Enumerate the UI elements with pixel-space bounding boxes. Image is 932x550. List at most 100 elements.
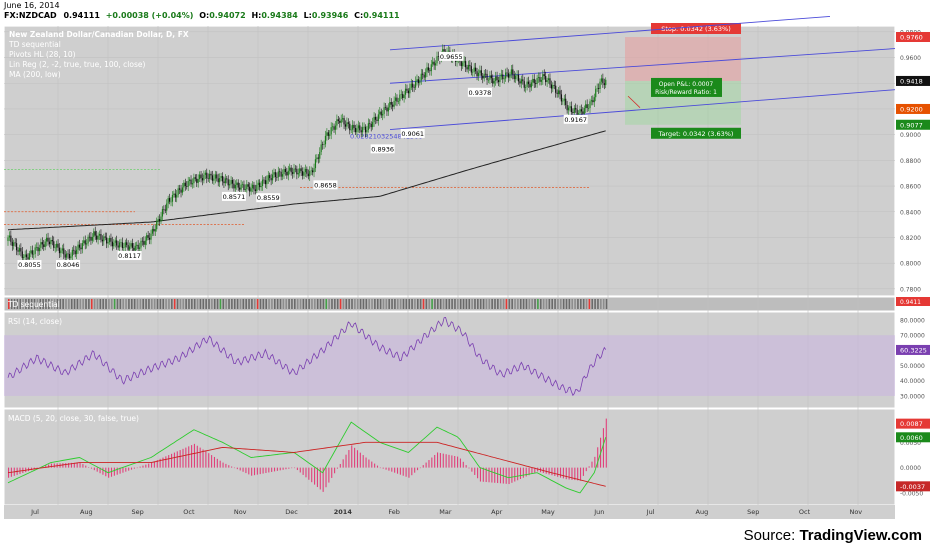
candle-up: [77, 244, 79, 250]
td-bar: [145, 299, 147, 309]
candle-up: [410, 83, 412, 88]
macd-histogram-bar: [133, 467, 135, 469]
macd-histogram-bar: [162, 457, 164, 468]
macd-histogram-bar: [50, 463, 52, 468]
td-bar: [253, 299, 256, 309]
ma-200-line: [7, 130, 606, 231]
candle-down: [101, 239, 103, 242]
price-tag-bg: [896, 75, 930, 86]
candle-down: [476, 71, 478, 77]
td-bar: [188, 299, 190, 309]
macd-histogram-bar: [582, 467, 584, 476]
candle-up: [577, 113, 580, 116]
price-axis[interactable]: 0.98000.96000.94000.92000.90000.88000.86…: [896, 29, 930, 497]
source-brand[interactable]: TradingView.com: [799, 527, 922, 544]
macd-histogram-bar: [505, 467, 507, 484]
candle-down: [217, 178, 219, 183]
low-label: L:: [303, 11, 312, 20]
td-bar: [291, 299, 293, 309]
td-bar: [156, 299, 159, 309]
td-bar: [580, 299, 582, 309]
candle-up: [403, 94, 405, 99]
candle-down: [407, 90, 409, 94]
macd-histogram-bar: [416, 467, 419, 471]
candle-up: [342, 118, 344, 120]
td-bar: [182, 299, 185, 309]
macd-histogram-bar: [53, 463, 55, 468]
td-bar: [208, 299, 210, 309]
legend-item: Lin Reg (2, -2, true, true, 100, close): [9, 60, 145, 69]
candle-up: [128, 246, 131, 250]
macd-histogram-bar: [76, 462, 78, 468]
candle-up: [123, 247, 125, 249]
last-price: 0.94111: [63, 11, 100, 20]
macd-histogram-bar: [168, 455, 170, 468]
trade-box[interactable]: Stop: 0.0342 (3.63%) Target: 0.0342 (3.63…: [625, 22, 741, 139]
target-label-bg: [651, 127, 741, 139]
td-bar: [411, 299, 413, 309]
candle-down: [482, 75, 484, 79]
macd-histogram-bar: [73, 462, 75, 468]
td-tag: 0.9411: [900, 299, 921, 306]
candle-down: [80, 247, 82, 250]
symbol[interactable]: FX:NZDCAD: [4, 11, 57, 20]
td-bar: [136, 299, 139, 309]
td-bar: [408, 299, 410, 309]
candle-down: [570, 106, 573, 113]
candle-up: [33, 253, 35, 255]
regression-channel[interactable]: 0.0282103254841366: [350, 15, 896, 141]
macd-histogram-bar: [471, 467, 473, 472]
macd-histogram-bar: [85, 465, 87, 468]
macd-histogram-bar: [437, 452, 439, 468]
candle-up: [13, 242, 15, 246]
candle-down: [78, 244, 81, 248]
td-bar: [402, 299, 405, 309]
candle-down: [347, 122, 349, 124]
macd-histogram-bar: [311, 467, 313, 483]
macd-histogram-bar: [308, 467, 310, 480]
macd-histogram-bar: [222, 462, 224, 468]
candle-down: [286, 171, 288, 176]
candle-up: [596, 88, 598, 89]
macd-histogram-bar: [176, 451, 178, 468]
time-tick-label: Jul: [646, 508, 655, 516]
td-bar: [511, 299, 513, 309]
td-tag-bg: [896, 297, 930, 306]
candle-down: [603, 83, 605, 86]
td-pane-title: TD sequential: [7, 300, 60, 309]
candle-down: [121, 242, 123, 249]
candle-down: [284, 169, 287, 172]
price-pane[interactable]: [3, 25, 896, 297]
candle-up: [181, 187, 184, 193]
td-bar: [245, 299, 247, 309]
pivot-label-bg: [17, 260, 42, 270]
td-bar: [222, 299, 225, 309]
td-bar: [108, 299, 110, 309]
macd-histogram-bar: [348, 450, 350, 468]
macd-histogram-bar: [33, 467, 35, 470]
candle-down: [364, 126, 367, 133]
ohlc-header: FX:NZDCAD 0.94111 +0.00038 (+0.04%) O:0.…: [4, 11, 400, 20]
candle-up: [336, 119, 338, 126]
macd-histogram-bar: [508, 467, 510, 485]
macd-histogram-bar: [265, 467, 267, 474]
candle-down: [560, 94, 563, 102]
macd-histogram-bar: [445, 454, 447, 468]
pivot-label: 0.8936: [371, 145, 394, 153]
candle-up: [93, 231, 95, 237]
candle-up: [250, 188, 252, 192]
macd-histogram-bar: [365, 457, 367, 468]
candle-up: [552, 85, 554, 89]
candle-up: [323, 144, 325, 145]
td-bar: [90, 299, 93, 309]
candle-down: [353, 124, 355, 128]
candle-up: [177, 188, 179, 195]
td-bar: [48, 299, 50, 309]
time-axis[interactable]: [4, 505, 895, 519]
candle-up: [304, 168, 307, 173]
td-bar: [577, 299, 579, 309]
price-tick-label: 0.8000: [900, 261, 921, 268]
td-bar: [336, 299, 339, 309]
macd-histogram-bar: [316, 467, 318, 488]
